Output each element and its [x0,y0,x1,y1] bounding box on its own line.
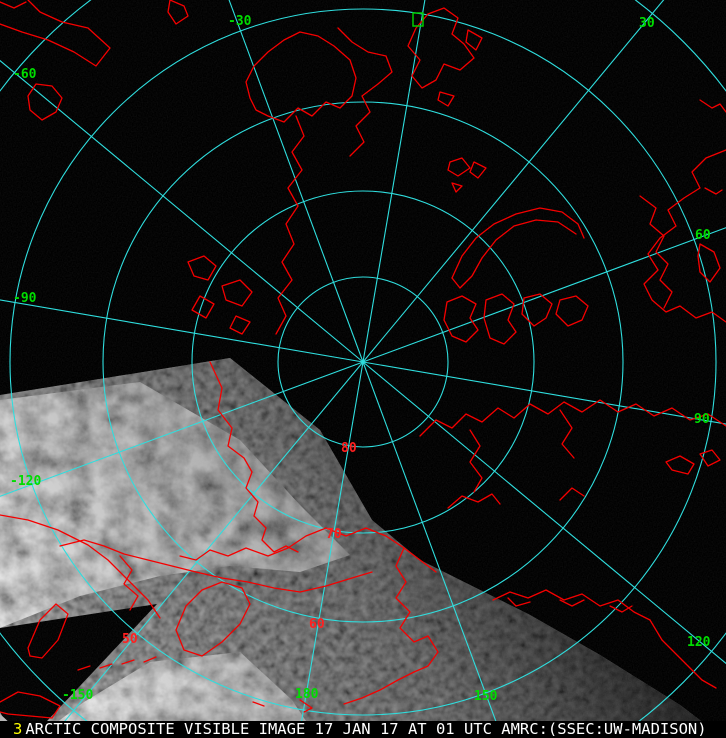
lat-label-60: 60 [309,617,325,632]
coastline-path-8 [465,29,483,51]
meridian-line-11 [228,0,364,363]
coastline-path-42 [609,605,633,613]
coastline-path-48 [0,691,61,719]
coastline-path-52 [143,656,157,663]
meridian-line-6 [298,361,364,738]
coastline-path-53 [252,701,265,707]
coastline-path-30 [187,255,217,281]
coastline-path-32 [191,295,215,319]
coastline-path-33 [229,315,251,335]
coastline-path-43 [175,581,251,657]
lon-label--60: -60 [13,67,37,82]
meridian-line-1 [362,0,665,363]
coastline-path-1 [0,1,27,9]
coastline-path-25 [559,409,575,459]
lon-label--150: -150 [62,688,93,703]
lon-label--90: -90 [13,291,37,306]
meridian-line-9 [0,299,364,363]
coastline-path-50 [99,663,113,669]
coastline-path-9 [437,91,455,107]
latitude-circle-50 [9,8,717,716]
coastline-path-15 [699,99,726,113]
lon-label-150: 150 [474,689,498,704]
coastline-path-13 [451,207,585,279]
latitude-circle-70 [191,190,535,534]
latitude-circle-60 [102,101,624,623]
status-bar: 3 ARCTIC COMPOSITE VISIBLE IMAGE 17 JAN … [0,721,726,738]
coastline-path-6 [337,27,393,157]
meridian-line-8 [0,361,364,497]
coastline-path-12 [451,182,463,193]
coastline-path-21 [521,293,553,327]
coastline-path-51 [121,659,135,665]
lat-label-80: 80 [341,441,357,456]
coastline-path-29 [559,487,585,501]
coastline-path-36 [395,547,439,673]
meridian-line-10 [0,59,364,363]
coastline-path-10 [447,157,471,177]
coastline-path-39 [649,619,717,689]
coastline-path-14 [451,219,577,289]
coastline-path-40 [507,597,531,607]
meridian-line-2 [362,227,726,363]
coastline-path-34 [209,361,299,553]
coastline-path-2 [27,83,63,121]
coastline-path-41 [559,599,585,607]
station-marker [412,12,424,27]
lon-label-180: 180 [295,687,319,702]
coastline-path-31 [221,279,253,307]
grid-labels: -30 30 -60 60 -90 90 -120 120 -150 180 150 80 70 60 50 [10,14,711,704]
coastline-path-45 [59,539,373,593]
coastline-path-4 [245,31,357,123]
lon-label-60: 60 [695,228,711,243]
coastline-path-22 [555,295,589,327]
coastlines [0,0,726,719]
meridian-line-5 [362,361,503,738]
meridian-line-3 [362,361,726,425]
coastline-path-11 [469,161,487,179]
coastline-path-49 [77,665,91,671]
coastline-path-18 [639,195,673,309]
lon-label-30: 30 [639,16,655,31]
latitude-circle-80 [277,276,449,448]
coastline-path-46 [119,555,139,611]
coastline-path-37 [343,671,415,705]
coastline-path-26 [665,455,695,475]
lat-label-70: 70 [326,527,342,542]
lat-label-50: 50 [122,632,138,647]
coastline-path-28 [447,493,501,509]
coastline-path-7 [407,7,475,89]
lon-label--120: -120 [10,474,41,489]
lon-label-90: 90 [694,412,710,427]
coastline-path-54 [299,699,313,713]
coastline-path-5 [275,115,305,335]
coastline-path-27 [699,449,721,467]
coastline-path-17 [697,243,721,283]
coastline-path-55 [704,187,723,195]
coastline-path-47 [27,603,69,659]
coastline-path-0 [0,0,111,67]
station-marker-group [412,12,424,27]
coastline-path-16 [643,149,726,323]
coastline-path-20 [483,293,517,345]
meridian-line-4 [362,361,726,665]
coastline-path-19 [443,295,479,343]
coastline-path-24 [469,429,483,493]
coastline-path-35 [179,527,437,573]
lon-label--30: -30 [228,14,252,29]
caption-text: ARCTIC COMPOSITE VISIBLE IMAGE 17 JAN 17… [25,720,707,738]
lon-label-120: 120 [687,635,711,650]
coastline-path-23 [419,399,726,437]
coastline-path-44 [0,514,161,619]
coastline-path-3 [167,0,189,25]
channel-number: 3 [13,720,23,738]
coastline-path-38 [492,589,651,621]
